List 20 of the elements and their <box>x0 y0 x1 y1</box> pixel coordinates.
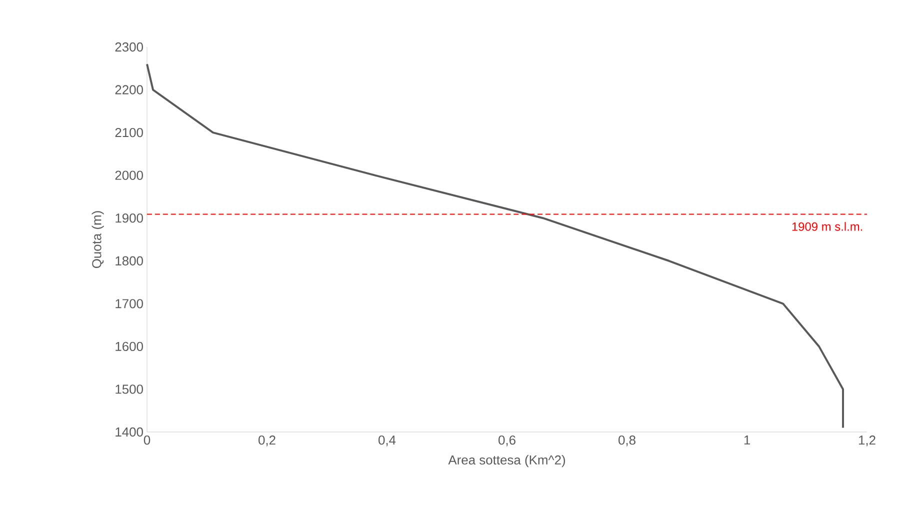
x-tick-label: 0,2 <box>258 436 276 446</box>
y-tick-label: 1800 <box>116 256 143 266</box>
y-tick-label: 2300 <box>115 42 143 52</box>
x-axis-title: Area sottesa (Km^2) <box>448 455 566 468</box>
x-tick-label: 1,2 <box>858 436 876 446</box>
y-tick-label: 2200 <box>115 85 143 94</box>
x-tick-label: 0 <box>144 436 150 445</box>
ref-line-label: 1909 m s.l.m. <box>792 222 862 231</box>
y-tick-label: 2000 <box>115 170 143 180</box>
x-tick-label: 0,8 <box>618 436 636 446</box>
x-tick-label: 0,6 <box>498 436 516 446</box>
y-axis-title: Quota (m) <box>92 211 104 268</box>
y-tick-label: 2100 <box>115 128 143 138</box>
x-tick-label: 0,4 <box>378 436 396 446</box>
x-tick-label: 1 <box>744 436 750 444</box>
y-tick-label: 1700 <box>116 299 143 308</box>
y-tick-label: 1600 <box>116 342 143 352</box>
y-tick-label: 1900 <box>116 214 143 223</box>
y-tick-label: 1500 <box>116 384 143 394</box>
y-tick-label: 1400 <box>116 427 143 437</box>
